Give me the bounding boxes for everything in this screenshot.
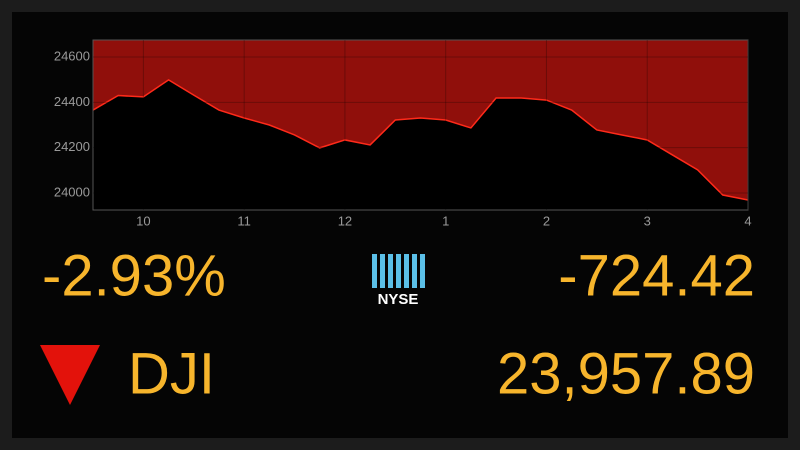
x-tick-label: 11 [237, 213, 251, 228]
y-tick-label: 24200 [54, 139, 90, 154]
plot-border [92, 39, 749, 211]
y-tick-label: 24000 [54, 184, 90, 199]
line [92, 79, 749, 201]
x-tick-label: 2 [543, 213, 550, 228]
x-tick-label: 12 [338, 213, 352, 228]
x-tick-label: 10 [136, 213, 150, 228]
area [93, 40, 748, 201]
exchange-label: NYSE [378, 291, 419, 308]
x-tick-label: 4 [744, 213, 751, 228]
nyse-logo [372, 254, 425, 288]
change-percent: -2.93% [42, 243, 226, 308]
symbol: DJI [128, 341, 215, 406]
y-tick-label: 24600 [54, 48, 90, 63]
x-tick-label: 3 [644, 213, 651, 228]
price: 23,957.89 [497, 341, 755, 406]
x-tick-label: 1 [442, 213, 449, 228]
change-points: -724.42 [558, 243, 755, 308]
down-arrow [40, 345, 100, 405]
y-tick-label: 24400 [54, 94, 90, 109]
